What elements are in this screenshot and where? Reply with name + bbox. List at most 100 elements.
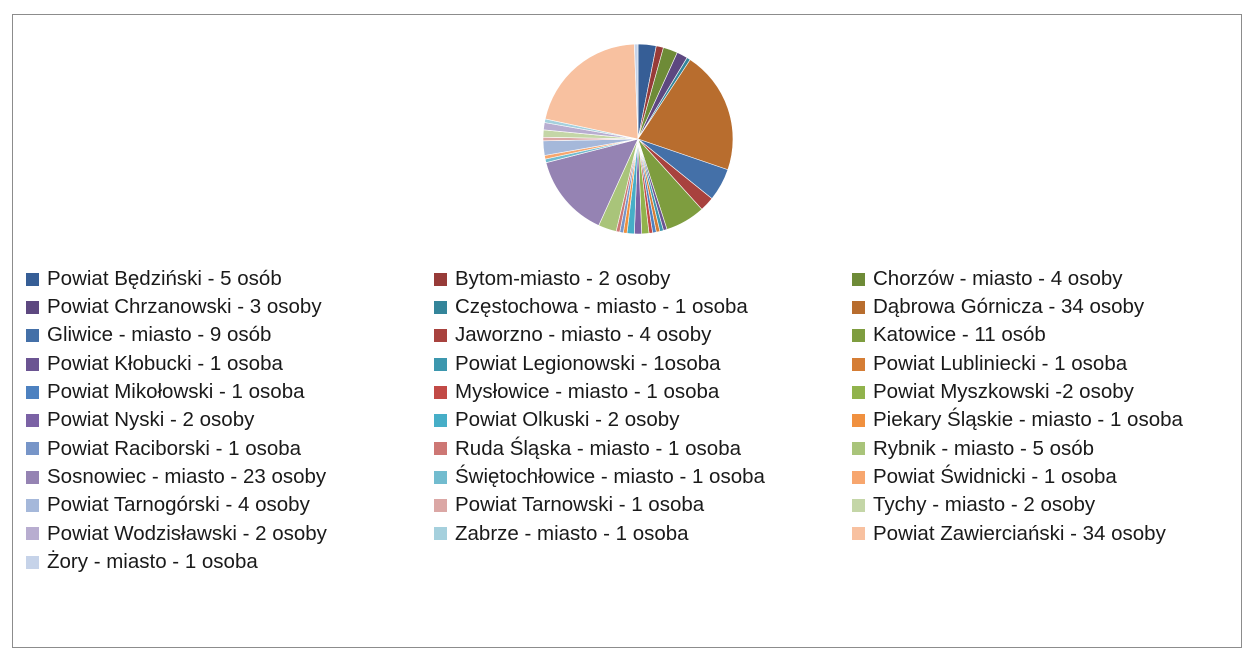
legend-swatch	[434, 272, 447, 286]
legend-label: Bytom-miasto - 2 osoby	[455, 266, 671, 290]
legend-swatch	[434, 357, 447, 371]
legend-label: Piekary Śląskie - miasto - 1 osoba	[873, 408, 1183, 432]
legend-label: Powiat Wodzisławski - 2 osoby	[47, 521, 327, 545]
legend-swatch	[26, 470, 39, 484]
legend-item: Powiat Wodzisławski - 2 osoby	[26, 521, 434, 545]
legend-swatch	[434, 442, 447, 456]
legend-label: Powiat Tarnowski - 1 osoba	[455, 493, 705, 517]
legend-label: Powiat Świdnicki - 1 osoba	[873, 464, 1117, 488]
pie-slices	[542, 43, 734, 235]
legend-swatch	[26, 272, 39, 286]
legend-item: Powiat Myszkowski -2 osoby	[852, 382, 1232, 403]
legend-label: Powiat Legionowski - 1osoba	[455, 351, 721, 375]
pie-slice-21	[545, 138, 639, 226]
legend-swatch	[852, 442, 865, 456]
legend-item: Rybnik - miasto - 5 osób	[852, 436, 1232, 460]
legend-swatch	[26, 300, 39, 314]
legend-item: Piekary Śląskie - miasto - 1 osoba	[852, 410, 1232, 431]
legend-swatch	[26, 499, 39, 513]
legend-swatch	[26, 357, 39, 371]
legend-item: Tychy - miasto - 2 osoby	[852, 495, 1232, 516]
legend-item: Ruda Śląska - miasto - 1 osoba	[434, 436, 852, 460]
legend-item: Powiat Raciborski - 1 osoba	[26, 436, 434, 460]
legend-label: Powiat Mikołowski - 1 osoba	[47, 380, 305, 404]
legend-swatch	[852, 300, 865, 314]
legend-item: Powiat Będziński - 5 osób	[26, 266, 434, 290]
legend-label: Powiat Zawierciański - 34 osoby	[873, 521, 1166, 545]
legend-label: Powiat Olkuski - 2 osoby	[455, 408, 680, 432]
legend-label: Powiat Tarnogórski - 4 osoby	[47, 493, 310, 517]
legend-item: Powiat Chrzanowski - 3 osoby	[26, 297, 434, 318]
legend-swatch	[26, 555, 39, 569]
legend-item: Powiat Tarnowski - 1 osoba	[434, 495, 852, 516]
legend-item: Powiat Kłobucki - 1 osoba	[26, 351, 434, 375]
legend-swatch	[852, 527, 865, 541]
legend-swatch	[434, 527, 447, 541]
legend-swatch	[852, 385, 865, 399]
legend-swatch	[26, 527, 39, 541]
legend-item: Gliwice - miasto - 9 osób	[26, 325, 434, 346]
legend-label: Żory - miasto - 1 osoba	[47, 549, 258, 573]
legend-item: Powiat Legionowski - 1osoba	[434, 351, 852, 375]
legend-swatch	[26, 442, 39, 456]
legend-item: Powiat Mikołowski - 1 osoba	[26, 382, 434, 403]
legend-label: Mysłowice - miasto - 1 osoba	[455, 380, 720, 404]
legend-item: Świętochłowice - miasto - 1 osoba	[434, 464, 852, 488]
legend-swatch	[852, 329, 865, 343]
legend-swatch	[434, 385, 447, 399]
legend-swatch	[852, 499, 865, 513]
legend-swatch	[852, 470, 865, 484]
legend-item: Powiat Zawierciański - 34 osoby	[852, 521, 1232, 545]
legend-item: Bytom-miasto - 2 osoby	[434, 266, 852, 290]
legend-label: Powiat Chrzanowski - 3 osoby	[47, 295, 322, 319]
legend-label: Powiat Kłobucki - 1 osoba	[47, 351, 283, 375]
legend-label: Powiat Będziński - 5 osób	[47, 266, 282, 290]
legend-item: Chorzów - miasto - 4 osoby	[852, 266, 1232, 290]
legend-item: Zabrze - miasto - 1 osoba	[434, 521, 852, 545]
legend-item: Żory - miasto - 1 osoba	[26, 549, 434, 573]
legend-label: Katowice - 11 osób	[873, 323, 1046, 347]
legend-item: Katowice - 11 osób	[852, 325, 1232, 346]
legend-label: Powiat Nyski - 2 osoby	[47, 408, 255, 432]
legend-swatch	[852, 414, 865, 428]
legend-swatch	[26, 414, 39, 428]
legend-item: Powiat Tarnogórski - 4 osoby	[26, 495, 434, 516]
legend-swatch	[26, 329, 39, 343]
legend-label: Częstochowa - miasto - 1 osoba	[455, 295, 748, 319]
pie-slice-29	[544, 43, 639, 140]
legend-swatch	[434, 414, 447, 428]
legend-item: Dąbrowa Górnicza - 34 osoby	[852, 297, 1232, 318]
legend-item: Powiat Świdnicki - 1 osoba	[852, 464, 1232, 488]
legend-label: Gliwice - miasto - 9 osób	[47, 323, 272, 347]
legend-swatch	[434, 470, 447, 484]
legend-label: Rybnik - miasto - 5 osób	[873, 436, 1095, 460]
legend-swatch	[434, 329, 447, 343]
legend-label: Zabrze - miasto - 1 osoba	[455, 521, 689, 545]
legend-swatch	[434, 300, 447, 314]
legend-item: Mysłowice - miasto - 1 osoba	[434, 382, 852, 403]
legend-label: Powiat Raciborski - 1 osoba	[47, 436, 302, 460]
legend-swatch	[434, 499, 447, 513]
legend-label: Tychy - miasto - 2 osoby	[873, 493, 1096, 517]
legend-swatch	[852, 357, 865, 371]
pie-slice-5	[637, 59, 734, 171]
legend-label: Ruda Śląska - miasto - 1 osoba	[455, 436, 741, 460]
legend-label: Chorzów - miasto - 4 osoby	[873, 266, 1123, 290]
legend-item: Powiat Lubliniecki - 1 osoba	[852, 351, 1232, 375]
legend-item: Częstochowa - miasto - 1 osoba	[434, 297, 852, 318]
legend-label: Sosnowiec - miasto - 23 osoby	[47, 464, 327, 488]
legend-item: Sosnowiec - miasto - 23 osoby	[26, 464, 434, 488]
legend-label: Powiat Lubliniecki - 1 osoba	[873, 351, 1128, 375]
legend-swatch	[26, 385, 39, 399]
legend-label: Powiat Myszkowski -2 osoby	[873, 380, 1134, 404]
legend-swatch	[852, 272, 865, 286]
legend-item: Powiat Nyski - 2 osoby	[26, 410, 434, 431]
legend-item: Jaworzno - miasto - 4 osoby	[434, 325, 852, 346]
legend-item: Powiat Olkuski - 2 osoby	[434, 410, 852, 431]
legend-label: Jaworzno - miasto - 4 osoby	[455, 323, 712, 347]
legend-label: Świętochłowice - miasto - 1 osoba	[455, 464, 765, 488]
pie-slice-30	[634, 43, 639, 140]
legend-label: Dąbrowa Górnicza - 34 osoby	[873, 295, 1145, 319]
legend: Powiat Będziński - 5 osób Bytom-miasto - …	[26, 265, 1246, 576]
